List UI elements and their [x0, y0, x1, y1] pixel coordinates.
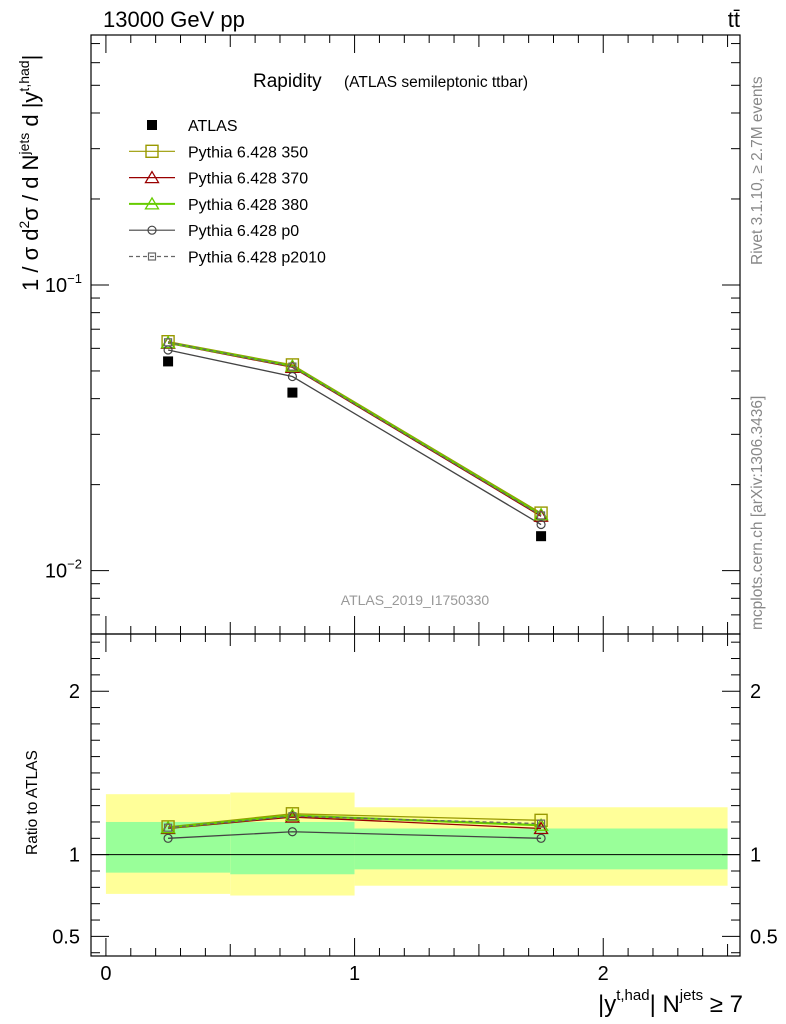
main-series-point [536, 531, 547, 542]
analysis-id: ATLAS_2019_I1750330 [341, 592, 490, 608]
ratio-band-inner [105, 821, 231, 873]
main-y-tick-base: 10 [45, 275, 67, 297]
main-series-point [288, 362, 297, 371]
x-tick-label: 2 [598, 963, 609, 985]
main-series-point [163, 338, 173, 347]
main-y-tick-label: 10−2 [45, 557, 82, 583]
x-axis-label: |yt,had| Njets ≥ 7 [598, 987, 743, 1018]
beam-label: 13000 GeV pp [103, 7, 245, 32]
x-label-sup2: jets [679, 987, 703, 1004]
ratio-band-inner [230, 821, 355, 875]
main-panel: 10−110−2 Rapidity (ATLAS semileptonic tt… [16, 34, 741, 635]
main-series-line [167, 342, 542, 517]
legend-label: Pythia 6.428 p0 [188, 223, 299, 240]
ratio-series-line [168, 831, 542, 839]
x-label-mid: | N [650, 991, 680, 1018]
main-axes: 10−110−2 [45, 35, 740, 635]
main-series-line [167, 341, 542, 517]
ratio-series-line [168, 815, 542, 829]
main-series-line [167, 341, 542, 516]
legend-marker [147, 120, 157, 130]
ratio-series-point [533, 821, 549, 835]
ratio-axes: 0.5 0.5 1 1 2 2 0 1 2 [52, 634, 778, 985]
ratio-y-tick-label-right: 2 [750, 681, 761, 703]
ratio-y-tick-label-right: 1 [750, 845, 761, 867]
main-y-axis-label: 1 / σ d2σ / d Njets d |yt,had| [16, 55, 43, 291]
main-series-point [536, 519, 546, 530]
y-label-prefix: 1 / σ d [18, 229, 43, 292]
legend-label: ATLAS [188, 118, 238, 135]
ratio-series-point [287, 827, 298, 837]
legend-marker [144, 170, 160, 184]
y-label-tail: d |y [18, 92, 43, 133]
y-label-end: | [18, 55, 43, 61]
legend-marker [144, 196, 160, 210]
ratio-panel: 0.5 0.5 1 1 2 2 0 1 2 Ratio to ATLAS |yt,had| Nj… [24, 633, 778, 1018]
main-series-line [167, 349, 542, 526]
y-label-sup3: t,had [16, 60, 32, 91]
ratio-y-tick-label: 2 [69, 681, 80, 703]
main-y-tick-label: 10−1 [45, 271, 82, 297]
main-marks [160, 334, 549, 542]
ratio-series-point [163, 823, 173, 832]
legend-label: Pythia 6.428 350 [188, 144, 308, 161]
ratio-marks [160, 807, 549, 843]
legend-marker [147, 252, 157, 261]
ratio-series-line [167, 814, 542, 829]
main-series-point [163, 356, 174, 367]
ratio-series-point [163, 833, 173, 843]
main-series-point [287, 387, 298, 398]
legend-marker [145, 144, 159, 159]
x-label-end: ≥ 7 [703, 991, 743, 1018]
ratio-series-point [536, 833, 546, 843]
legend: ATLAS Pythia 6.428 350 Pythia 6.428 370 Pyt… [129, 118, 326, 267]
ratio-y-axis-label: Ratio to ATLAS [24, 750, 41, 855]
process-label: tt̄ [728, 7, 740, 32]
mcplots-label: mcplots.cern.ch [arXiv:1306.3436] [749, 396, 766, 630]
plot-subtitle: (ATLAS semileptonic ttbar) [344, 74, 528, 91]
ratio-y-tick-label-right: 0.5 [750, 926, 778, 948]
main-series-line [167, 341, 542, 514]
ratio-y-tick-label: 1 [69, 845, 80, 867]
plot-title: Rapidity [253, 71, 322, 92]
ratio-series-point [288, 812, 297, 821]
main-series-point [287, 371, 298, 382]
y-label-mid: σ / d N [18, 155, 43, 221]
main-series-point [536, 511, 546, 520]
x-label-sup1: t,had [616, 987, 649, 1004]
legend-marker [147, 225, 157, 235]
legend-label: Pythia 6.428 p2010 [188, 250, 326, 267]
legend-label: Pythia 6.428 380 [188, 197, 308, 214]
y-label-sup2: jets [16, 133, 32, 156]
ratio-bands [91, 792, 740, 896]
main-y-tick-exp: −1 [67, 271, 82, 286]
ratio-series-point [536, 819, 546, 828]
main-y-tick-base: 10 [45, 561, 67, 583]
x-tick-label: 0 [100, 963, 111, 985]
ratio-frame [90, 633, 741, 957]
x-tick-label: 1 [349, 963, 360, 985]
y-label-sup1: 2 [16, 221, 32, 229]
ratio-series-point [534, 813, 548, 828]
x-label-prefix: |y [598, 991, 616, 1018]
legend-label: Pythia 6.428 370 [188, 171, 308, 188]
rivet-label: Rivet 3.1.10, ≥ 2.7M events [749, 76, 766, 265]
main-y-tick-exp: −2 [67, 557, 82, 572]
ratio-y-tick-label: 0.5 [52, 926, 80, 948]
